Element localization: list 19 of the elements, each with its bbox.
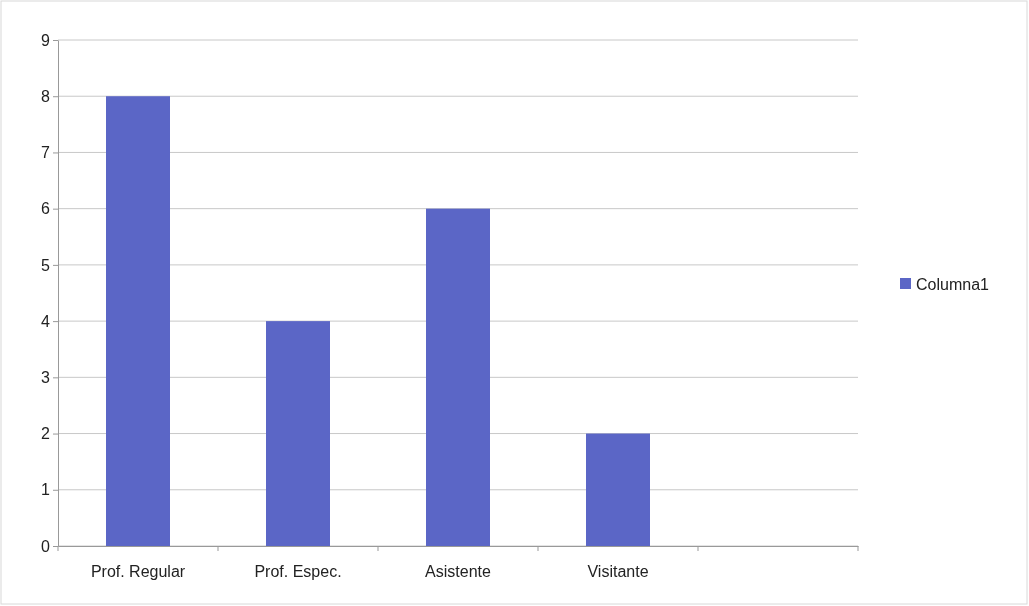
bar xyxy=(266,321,330,546)
legend-label: Columna1 xyxy=(916,275,990,293)
bar xyxy=(106,96,170,546)
bar xyxy=(586,433,650,546)
x-tick-label: Prof. Regular xyxy=(90,563,186,581)
y-tick-label: 1 xyxy=(41,481,51,499)
x-tick-label: Asistente xyxy=(425,563,492,581)
y-tick-label: 8 xyxy=(41,87,51,105)
y-tick-label: 7 xyxy=(41,144,51,162)
x-tick-label: Visitante xyxy=(587,563,649,581)
y-tick-label: 6 xyxy=(41,200,51,218)
bar xyxy=(426,208,490,546)
y-tick-label: 2 xyxy=(41,425,51,443)
y-tick-label: 9 xyxy=(41,31,51,49)
x-tick-label: Prof. Espec. xyxy=(254,563,342,581)
y-tick-label: 4 xyxy=(41,312,51,330)
y-tick-label: 3 xyxy=(41,368,51,386)
y-tick-label: 5 xyxy=(41,256,51,274)
y-tick-label: 0 xyxy=(41,537,51,555)
